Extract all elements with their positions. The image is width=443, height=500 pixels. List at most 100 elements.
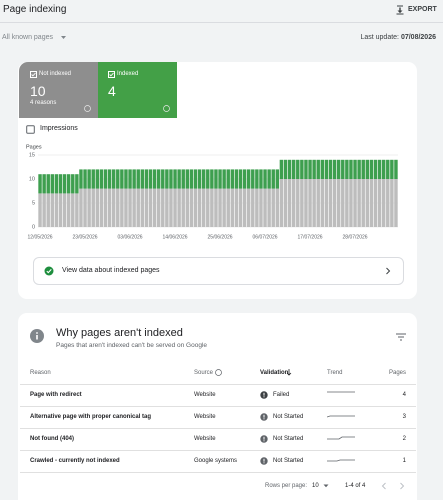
export-button[interactable]: EXPORT	[408, 6, 437, 13]
row-divider	[20, 384, 416, 385]
help-icon[interactable]	[84, 105, 91, 112]
page-title: Page indexing	[3, 4, 67, 15]
bar-segment	[316, 159, 320, 179]
bar-segment	[38, 174, 42, 194]
bar-segment	[304, 179, 308, 227]
bar-segment	[128, 169, 132, 189]
download-icon[interactable]	[395, 5, 405, 15]
next-page[interactable]	[399, 482, 405, 490]
bar-segment	[357, 179, 361, 227]
source: Website	[194, 436, 216, 442]
last-update: Last update: 07/08/2026	[360, 34, 436, 41]
bar-segment	[58, 193, 63, 227]
bar-segment	[95, 188, 100, 227]
bar-segment	[50, 174, 55, 194]
bar-segment	[390, 179, 394, 227]
bar-segment	[46, 174, 50, 194]
bar-segment	[144, 188, 149, 227]
pages-count: 1	[402, 458, 406, 464]
bar-segment	[42, 174, 46, 194]
chevron-right	[386, 267, 391, 275]
chart: Pages 0 5 10 15 12/05/2026 23/05/2026 03/06/20…	[26, 144, 398, 240]
bar-segment	[308, 159, 312, 179]
bar-segment	[173, 169, 177, 189]
bar-segment	[120, 169, 124, 189]
not-started-icon	[260, 457, 268, 465]
reason[interactable]: Not found (404)	[30, 436, 74, 442]
bar-segment	[148, 188, 153, 227]
y-tick-label: 5	[32, 200, 35, 206]
help-icon[interactable]	[215, 369, 222, 376]
bar-segment	[189, 188, 194, 227]
column-header[interactable]: Validation	[260, 370, 289, 376]
bar-segment	[275, 169, 280, 189]
bar-segment	[83, 188, 87, 227]
bar-segment	[394, 159, 398, 179]
x-tick-label: 28/07/2026	[343, 234, 368, 240]
bar-segment	[156, 188, 161, 227]
bar-segment	[361, 179, 365, 227]
bar-segment	[242, 169, 247, 189]
tile-value: 4	[108, 83, 116, 99]
bar-segment	[75, 193, 79, 227]
failed-icon	[260, 391, 268, 399]
bar-segment	[103, 169, 108, 189]
reason[interactable]: Page with redirect	[30, 392, 82, 398]
bar-segment	[386, 159, 390, 179]
bar-segment	[324, 159, 329, 179]
bar-segment	[66, 193, 71, 227]
bar-segment	[173, 188, 177, 227]
bar-segment	[255, 169, 259, 189]
checkbox-icon	[30, 71, 37, 78]
bar-segment	[373, 179, 378, 227]
bar-segment	[99, 188, 104, 227]
bar-segment	[353, 159, 357, 179]
filter-icon[interactable]	[396, 333, 406, 341]
bar-segment	[341, 179, 345, 227]
help-icon[interactable]	[163, 105, 170, 112]
bar-segment	[341, 159, 345, 179]
impressions-label: Impressions	[40, 125, 78, 132]
bar-segment	[300, 179, 304, 227]
row-divider	[20, 406, 416, 407]
y-tick-label: 0	[32, 224, 35, 230]
x-tick-label: 23/05/2026	[73, 234, 98, 240]
bar-segment	[275, 188, 280, 227]
bar-segment	[83, 169, 87, 189]
validation: Not Started	[273, 436, 304, 442]
bar-segment	[386, 179, 390, 227]
indexed-tile[interactable]: Indexed 4	[98, 62, 177, 118]
bar-segment	[238, 169, 243, 189]
bar-segment	[312, 159, 316, 179]
bar-segment	[156, 169, 161, 189]
x-tick-label: 03/06/2026	[118, 234, 143, 240]
bar-segment	[357, 159, 361, 179]
view-data-link[interactable]: View data about indexed pages	[33, 257, 404, 285]
prev-page[interactable]	[381, 482, 387, 490]
pages-count: 2	[402, 436, 406, 442]
bar-segment	[291, 179, 296, 227]
bar-segment	[214, 169, 218, 189]
source: Website	[194, 392, 216, 398]
bar-segment	[214, 188, 218, 227]
bar-segment	[246, 188, 251, 227]
x-tick-label: 17/07/2026	[298, 234, 323, 240]
pages-count: 4	[402, 392, 406, 398]
rows-per-page-label: Rows per page:	[265, 483, 308, 489]
not-started-icon	[260, 413, 268, 421]
dropdown-arrow[interactable]	[323, 484, 329, 488]
scope-filter[interactable]: All known pages	[2, 34, 53, 41]
reason[interactable]: Alternative page with proper canonical t…	[30, 414, 152, 420]
bar-segment	[140, 188, 145, 227]
bar-segment	[103, 188, 108, 227]
column-header: Reason	[30, 370, 51, 376]
bar-segment	[365, 179, 370, 227]
dropdown-arrow[interactable]	[60, 35, 68, 41]
reason[interactable]: Crawled - currently not indexed	[30, 458, 120, 464]
bar-segment	[332, 159, 337, 179]
bar-segment	[312, 179, 316, 227]
rows-per-page[interactable]: 10	[312, 483, 319, 489]
not-indexed-tile[interactable]: Not indexed 10 4 reasons	[19, 62, 98, 118]
impressions-checkbox[interactable]	[26, 125, 35, 134]
